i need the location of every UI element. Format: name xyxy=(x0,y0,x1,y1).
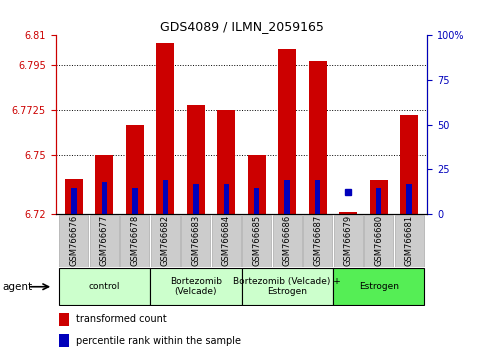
Bar xyxy=(90,215,119,267)
Bar xyxy=(151,215,180,267)
Bar xyxy=(126,125,144,214)
Bar xyxy=(242,268,333,305)
Bar xyxy=(400,115,418,214)
Text: control: control xyxy=(88,282,120,291)
Bar xyxy=(376,188,382,214)
Text: GSM766676: GSM766676 xyxy=(70,215,78,266)
Bar xyxy=(163,181,168,214)
Bar xyxy=(224,184,229,214)
Bar xyxy=(333,268,425,305)
Text: GSM766681: GSM766681 xyxy=(405,215,413,266)
Text: transformed count: transformed count xyxy=(76,314,167,325)
Bar xyxy=(132,188,138,214)
Text: GSM766683: GSM766683 xyxy=(191,215,200,266)
Bar xyxy=(59,215,88,267)
Title: GDS4089 / ILMN_2059165: GDS4089 / ILMN_2059165 xyxy=(159,20,324,33)
Bar xyxy=(212,215,241,267)
Bar xyxy=(156,43,174,214)
Text: GSM766677: GSM766677 xyxy=(100,215,109,266)
Text: GSM766680: GSM766680 xyxy=(374,215,383,266)
Bar xyxy=(309,61,327,214)
Text: GSM766687: GSM766687 xyxy=(313,215,322,266)
Bar xyxy=(181,215,211,267)
Bar xyxy=(101,182,107,214)
Bar xyxy=(272,215,302,267)
Bar xyxy=(120,215,149,267)
Bar xyxy=(364,215,393,267)
Bar xyxy=(248,155,266,214)
Text: percentile rank within the sample: percentile rank within the sample xyxy=(76,336,241,346)
Bar xyxy=(254,188,259,214)
Bar xyxy=(193,184,199,214)
Bar xyxy=(339,212,357,214)
Text: GSM766686: GSM766686 xyxy=(283,215,292,266)
Text: GSM766679: GSM766679 xyxy=(344,215,353,266)
Text: GSM766685: GSM766685 xyxy=(252,215,261,266)
Text: GSM766678: GSM766678 xyxy=(130,215,139,266)
Bar xyxy=(284,181,290,214)
Bar xyxy=(65,179,83,214)
Text: GSM766684: GSM766684 xyxy=(222,215,231,266)
Text: Bortezomib
(Velcade): Bortezomib (Velcade) xyxy=(170,277,222,296)
Bar xyxy=(217,110,235,214)
Bar xyxy=(334,215,363,267)
Bar xyxy=(71,188,77,214)
Text: Bortezomib (Velcade) +
Estrogen: Bortezomib (Velcade) + Estrogen xyxy=(233,277,341,296)
Bar xyxy=(406,184,412,214)
Bar xyxy=(315,181,320,214)
Text: agent: agent xyxy=(2,282,32,292)
Bar xyxy=(303,215,332,267)
Text: Estrogen: Estrogen xyxy=(359,282,398,291)
Bar xyxy=(59,313,69,326)
Bar xyxy=(395,215,424,267)
Bar xyxy=(369,181,388,214)
Bar xyxy=(242,215,271,267)
Bar xyxy=(59,334,69,347)
Bar xyxy=(186,105,205,214)
Bar xyxy=(278,49,297,214)
Text: GSM766682: GSM766682 xyxy=(161,215,170,266)
Bar xyxy=(150,268,242,305)
Bar xyxy=(58,268,150,305)
Bar xyxy=(95,155,114,214)
